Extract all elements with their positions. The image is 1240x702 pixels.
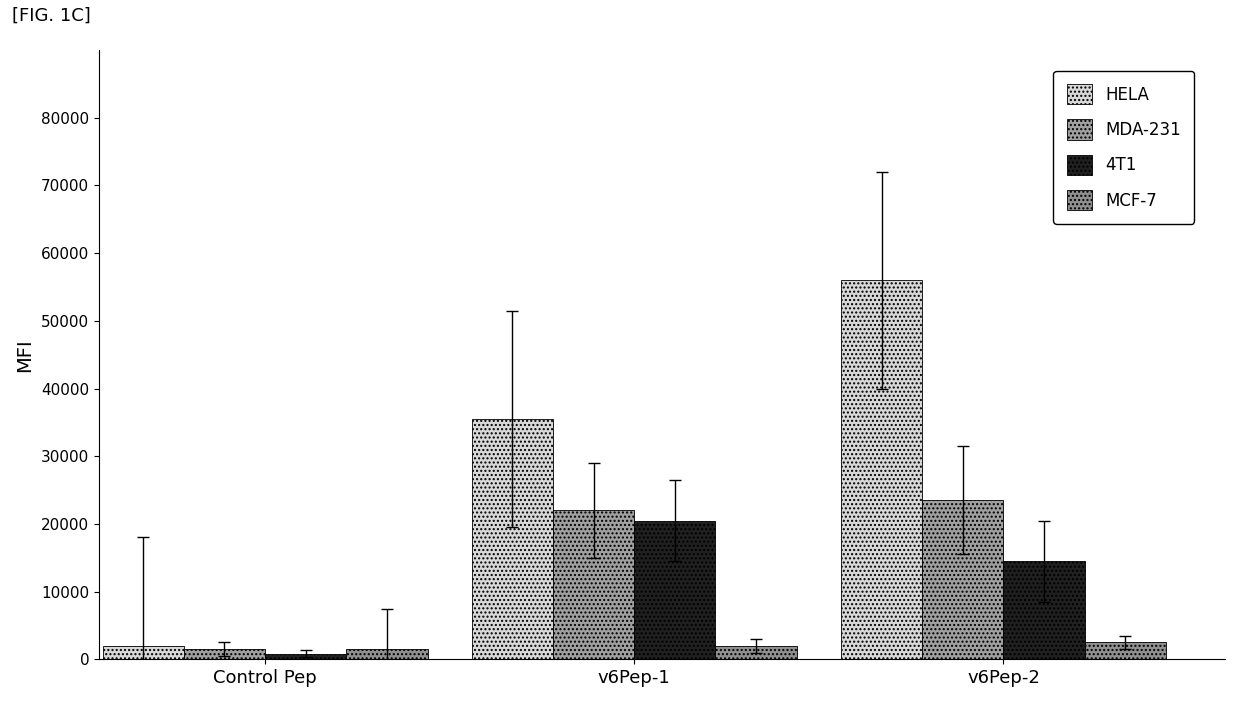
Bar [1003,561,1085,659]
Bar [715,646,797,659]
Bar [471,419,553,659]
Bar [841,280,923,659]
Bar [265,654,346,659]
Y-axis label: MFI: MFI [15,338,33,371]
Bar [1085,642,1166,659]
Bar [635,520,715,659]
Bar [923,501,1003,659]
Text: [FIG. 1C]: [FIG. 1C] [12,7,92,25]
Legend: HELA, MDA-231, 4T1, MCF-7: HELA, MDA-231, 4T1, MCF-7 [1054,71,1194,224]
Bar [103,646,184,659]
Bar [184,649,265,659]
Bar [553,510,635,659]
Bar [346,649,428,659]
